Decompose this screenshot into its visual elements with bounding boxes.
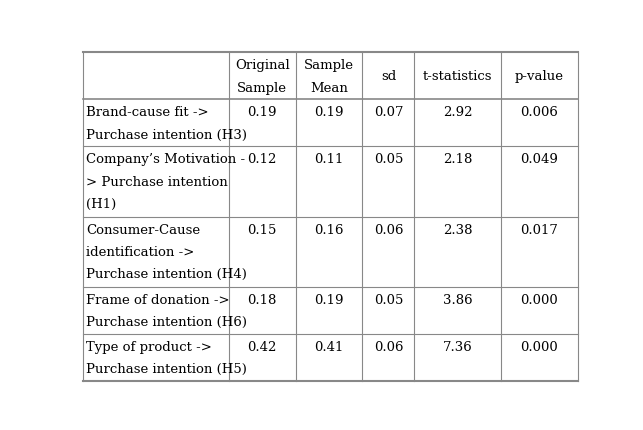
- Text: 0.16: 0.16: [314, 223, 344, 236]
- Text: 0.006: 0.006: [520, 106, 558, 119]
- Text: Company’s Motivation -: Company’s Motivation -: [86, 153, 246, 166]
- Text: 0.19: 0.19: [314, 293, 344, 306]
- Text: 0.07: 0.07: [374, 106, 403, 119]
- Text: Purchase intention (H3): Purchase intention (H3): [86, 128, 248, 141]
- Text: 0.000: 0.000: [520, 293, 558, 306]
- Text: Sample: Sample: [237, 81, 287, 95]
- Text: Consumer-Cause: Consumer-Cause: [86, 223, 201, 236]
- Text: 0.19: 0.19: [314, 106, 344, 119]
- Text: Original: Original: [235, 59, 289, 72]
- Text: 2.18: 2.18: [443, 153, 473, 166]
- Text: 2.92: 2.92: [443, 106, 473, 119]
- Text: 2.38: 2.38: [443, 223, 473, 236]
- Text: Type of product ->: Type of product ->: [86, 340, 212, 353]
- Text: Purchase intention (H6): Purchase intention (H6): [86, 316, 248, 329]
- Text: 0.06: 0.06: [374, 223, 403, 236]
- Text: 0.42: 0.42: [248, 340, 277, 353]
- Text: 0.19: 0.19: [248, 106, 277, 119]
- Text: 0.15: 0.15: [248, 223, 277, 236]
- Text: 7.36: 7.36: [443, 340, 473, 353]
- Text: Purchase intention (H5): Purchase intention (H5): [86, 362, 247, 375]
- Text: Frame of donation ->: Frame of donation ->: [86, 293, 230, 306]
- Text: identification ->: identification ->: [86, 246, 195, 258]
- Text: Mean: Mean: [310, 81, 348, 95]
- Text: sd: sd: [381, 70, 396, 83]
- Text: 0.05: 0.05: [374, 293, 403, 306]
- Text: 0.000: 0.000: [520, 340, 558, 353]
- Text: 0.017: 0.017: [520, 223, 558, 236]
- Text: 0.41: 0.41: [314, 340, 344, 353]
- Text: t-statistics: t-statistics: [423, 70, 493, 83]
- Text: 0.05: 0.05: [374, 153, 403, 166]
- Text: 0.18: 0.18: [248, 293, 277, 306]
- Text: Brand-cause fit ->: Brand-cause fit ->: [86, 106, 209, 119]
- Text: > Purchase intention: > Purchase intention: [86, 175, 228, 188]
- Text: p-value: p-value: [515, 70, 564, 83]
- Text: 0.06: 0.06: [374, 340, 403, 353]
- Text: 0.11: 0.11: [314, 153, 344, 166]
- Text: 0.049: 0.049: [520, 153, 558, 166]
- Text: Sample: Sample: [304, 59, 354, 72]
- Text: Purchase intention (H4): Purchase intention (H4): [86, 267, 247, 280]
- Text: (H1): (H1): [86, 197, 116, 210]
- Text: 0.12: 0.12: [248, 153, 277, 166]
- Text: 3.86: 3.86: [443, 293, 473, 306]
